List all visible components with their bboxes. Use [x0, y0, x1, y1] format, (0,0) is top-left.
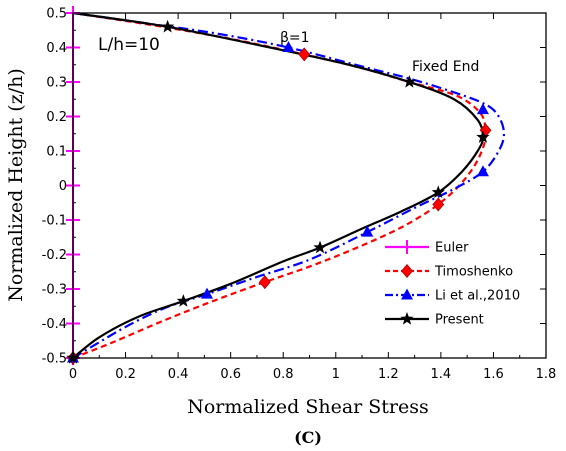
marker-present — [176, 294, 191, 307]
plot-frame — [72, 12, 547, 359]
legend-marker — [400, 312, 414, 325]
legend-label: Li et al.,2010 — [435, 289, 520, 304]
x-tick-label: 1.2 — [378, 367, 399, 382]
y-axis-title: Normalized Height (z/h) — [5, 68, 27, 302]
y-tick-label: 0.5 — [46, 7, 67, 22]
marker-timoshenko — [258, 275, 271, 290]
marker-present — [313, 240, 327, 254]
y-tick-label: 0.2 — [46, 110, 67, 125]
marker-li-et-al-2010 — [476, 103, 489, 115]
legend-item-li-et-al-2010: Li et al.,2010 — [385, 288, 520, 304]
marker-present — [476, 130, 490, 143]
x-tick-labels: 0 0.2 0.4 0.6 0.8 1 1.2 1.4 1.6 1.8 — [69, 367, 556, 382]
marker-li-et-al-2010 — [476, 165, 489, 177]
marker-li-et-al-2010 — [282, 41, 295, 52]
fixed-end-annotation: Fixed End — [412, 59, 479, 75]
y-tick-label: 0.3 — [46, 76, 67, 91]
x-tick-label: 1 — [332, 367, 340, 382]
legend-marker — [401, 288, 413, 300]
legend-label: Timoshenko — [434, 265, 513, 280]
y-tick-labels: -0.5 -0.4 -0.3 -0.2 -0.1 0 0.1 0.2 0.3 0.4 0.5 — [42, 7, 67, 367]
legend-marker — [400, 240, 414, 254]
y-tick-label: -0.1 — [42, 214, 67, 229]
y-tick-label: 0.1 — [46, 145, 67, 160]
x-tick-label: 0.4 — [168, 367, 189, 382]
legend-item-present: Present — [385, 312, 484, 328]
legend-item-timoshenko: Timoshenko — [385, 264, 513, 280]
y-tick-label: -0.4 — [42, 317, 67, 332]
y-tick-label: -0.2 — [42, 248, 67, 263]
legend-label: Euler — [435, 241, 469, 256]
marker-present — [160, 19, 175, 33]
marker-li-et-al-2010 — [361, 225, 374, 237]
beta-annotation: β=1 — [280, 30, 310, 46]
x-tick-label: 0.8 — [273, 367, 294, 382]
series-line-present — [72, 11, 485, 359]
y-tick-label: -0.3 — [42, 283, 67, 298]
figure-caption: (C) — [294, 428, 322, 447]
marker-present — [431, 185, 445, 199]
x-tick-label: 0.2 — [115, 367, 136, 382]
series-line-li-et-al-2010 — [72, 11, 506, 359]
x-axis-title: Normalized Shear Stress — [187, 396, 429, 418]
marker-present — [402, 75, 417, 88]
x-tick-label: 0 — [69, 367, 77, 382]
legend-marker — [401, 264, 413, 278]
legend: Euler Timoshenko Li et al.,2010 Present — [385, 240, 520, 328]
y-tick-label: 0 — [59, 179, 67, 194]
x-tick-label: 1.8 — [536, 367, 557, 382]
x-tick-label: 1.4 — [431, 367, 452, 382]
x-tick-label: 0.6 — [220, 367, 241, 382]
marker-li-et-al-2010 — [201, 287, 214, 299]
ratio-annotation: L/h=10 — [98, 35, 160, 55]
x-tick-label: 1.6 — [483, 367, 504, 382]
marker-timoshenko — [432, 197, 445, 212]
legend-label: Present — [435, 313, 484, 328]
y-tick-label: -0.5 — [42, 352, 67, 367]
marker-timoshenko — [298, 47, 311, 62]
legend-item-euler: Euler — [385, 240, 469, 256]
y-tick-label: 0.4 — [46, 41, 67, 56]
